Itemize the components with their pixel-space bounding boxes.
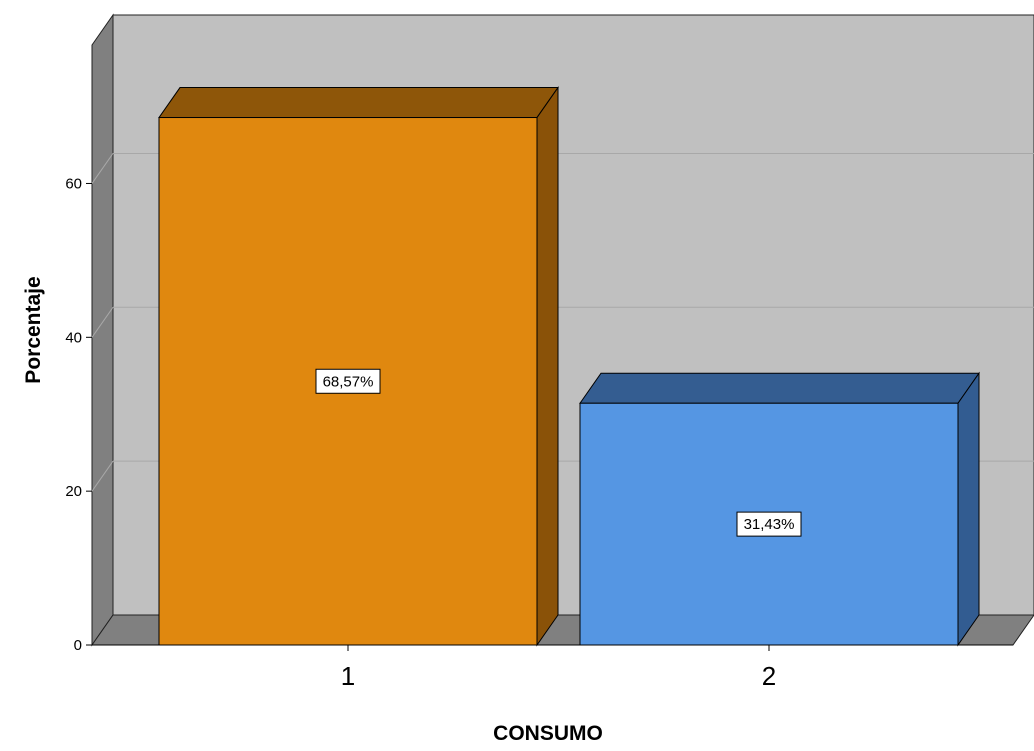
x-tick-label: 1 — [341, 661, 355, 691]
gridline-side — [91, 460, 114, 492]
bar-side — [957, 371, 980, 647]
x-axis-title: CONSUMO — [493, 722, 603, 745]
data-label-box — [315, 368, 381, 394]
bar-1: 68,57% — [158, 85, 559, 647]
y-tick-label: 0 — [74, 637, 82, 654]
data-label: 68,57% — [315, 368, 381, 394]
bar-top — [158, 87, 559, 119]
data-label-text: 31,43% — [744, 516, 795, 533]
y-tick-label: 40 — [65, 329, 82, 346]
gridline-side — [91, 153, 114, 184]
y-tick-label: 20 — [65, 483, 82, 500]
data-label: 31,43% — [736, 511, 802, 537]
side-wall — [91, 13, 114, 647]
gridline-side — [91, 307, 114, 338]
y-tick-label: 60 — [65, 175, 82, 192]
data-label-box — [736, 511, 802, 537]
bar-side — [536, 85, 559, 647]
data-label-text: 68,57% — [323, 373, 374, 390]
y-axis: 0 20 40 60 — [65, 175, 92, 654]
x-tick-label: 2 — [762, 661, 776, 691]
bar-top — [579, 372, 980, 404]
y-axis-title: Porcentaje — [22, 276, 45, 383]
bar-2: 31,43% — [579, 371, 980, 647]
bars: 68,57% 31,43% — [92, 85, 1013, 647]
